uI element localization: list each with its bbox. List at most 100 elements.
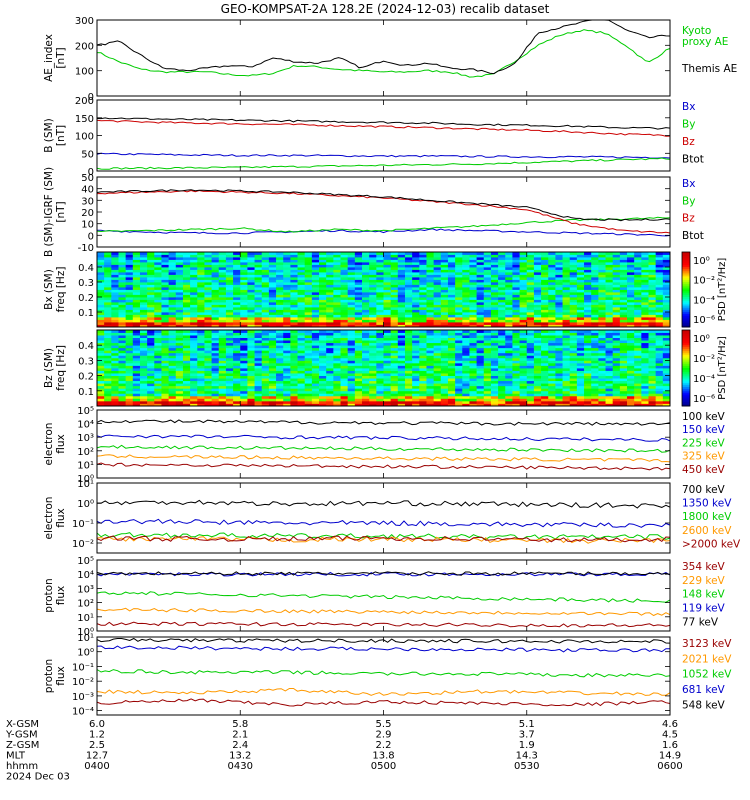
spectrogram-cell [118,262,127,265]
spectrogram-cell [404,292,413,295]
spectrogram-cell [383,380,392,384]
spectrogram-cell [125,309,134,313]
spectrogram-cell [261,307,270,310]
spectrogram-cell [204,388,212,392]
spectrogram-cell [541,322,549,325]
spectrogram-cell [304,368,313,371]
spectrogram-cell [147,277,155,280]
spectrogram-cell [541,400,549,404]
spectrogram-cell [333,357,341,361]
spectrogram-cell [319,274,327,278]
spectrogram-cell [383,322,392,325]
spectrogram-cell [634,274,642,278]
spectrogram-cell [605,287,614,290]
spectrogram-cell [182,314,191,318]
spectrogram-cell [648,284,657,288]
spectrogram-cell [648,289,657,293]
spectrogram-cell [462,335,470,338]
spectrogram-cell [161,317,170,320]
spectrogram-cell [455,284,463,288]
spectrogram-cell [319,337,327,341]
spectrogram-cell [404,312,413,315]
spectrogram-cell [526,304,535,308]
spectrogram-cell [190,302,198,305]
spectrogram-cell [118,357,127,361]
spectrogram-cell [362,383,370,387]
spectrogram-cell [254,370,263,374]
spectrogram-cell [297,362,306,366]
spectrogram-cell [225,272,234,275]
spectrogram-cell [562,309,571,313]
spectrogram-cell [548,368,556,371]
spectrogram-cell [512,335,520,338]
spectrogram-cell [233,284,241,288]
spectrogram-cell [397,368,406,371]
spectrogram-cell [304,365,313,369]
spectrogram-cell [548,292,556,295]
spectrogram-cell [347,314,356,318]
spectrogram-cell [261,383,270,387]
spectrogram-cell [139,292,148,295]
spectrogram-cell [175,370,184,374]
spectrogram-cell [319,299,327,303]
spectrogram-cell [655,337,664,341]
spectrogram-cell [419,378,427,382]
spectrogram-cell [362,340,370,344]
spectrogram-cell [483,355,492,359]
spectrogram-cell [619,254,628,258]
spectrogram-cell [297,393,306,397]
spectrogram-cell [340,262,349,265]
spectrogram-cell [261,365,270,369]
spectrogram-cell [662,254,671,258]
spectrogram-cell [354,385,363,389]
spectrogram-cell [369,284,377,288]
spectrogram-cell [533,289,542,293]
spectrogram-cell [469,332,478,336]
spectrogram-cell [505,330,513,333]
spectrogram-cell [433,332,442,336]
spectrogram-cell [383,259,392,263]
spectrogram-cell [433,368,442,371]
spectrogram-cell [519,342,528,346]
spectrogram-cell [175,350,184,354]
spectrogram-cell [483,368,492,371]
spectrogram-cell [268,279,277,283]
spectrogram-cell [118,267,127,270]
spectrogram-cell [634,277,642,280]
y-tick-label: 100 [75,132,94,143]
spectrogram-cell [168,287,177,290]
spectrogram-cell [297,297,306,300]
spectrogram-cell [426,309,435,313]
spectrogram-cell [290,383,298,387]
spectrogram-cell [641,365,649,369]
spectrogram-cell [648,355,657,359]
spectrogram-cell [619,365,628,369]
spectrogram-cell [519,264,528,268]
spectrogram-cell [519,282,528,285]
spectrogram-cell [591,378,599,382]
spectrogram-cell [233,332,241,336]
spectrogram-cell [404,252,413,255]
spectrogram-cell [376,342,384,346]
spectrogram-cell [319,393,327,397]
spectrogram-cell [254,365,263,369]
spectrogram-cell [297,304,306,308]
spectrogram-cell [233,272,241,275]
spectrogram-cell [297,287,306,290]
spectrogram-cell [569,279,578,283]
spectrogram-cell [326,312,334,315]
spectrogram-cell [154,252,162,255]
spectrogram-cell [576,324,585,328]
spectrogram-cell [533,400,542,404]
spectrogram-cell [211,398,220,402]
spectrogram-cell [469,319,478,323]
spectrogram-cell [190,375,198,379]
spectrogram-cell [469,347,478,351]
spectrogram-cell [276,390,284,394]
spectrogram-cell [476,294,485,298]
spectrogram-cell [225,314,234,318]
spectrogram-cell [218,368,227,371]
spectrogram-cell [383,317,392,320]
spectrogram-cell [240,390,248,394]
